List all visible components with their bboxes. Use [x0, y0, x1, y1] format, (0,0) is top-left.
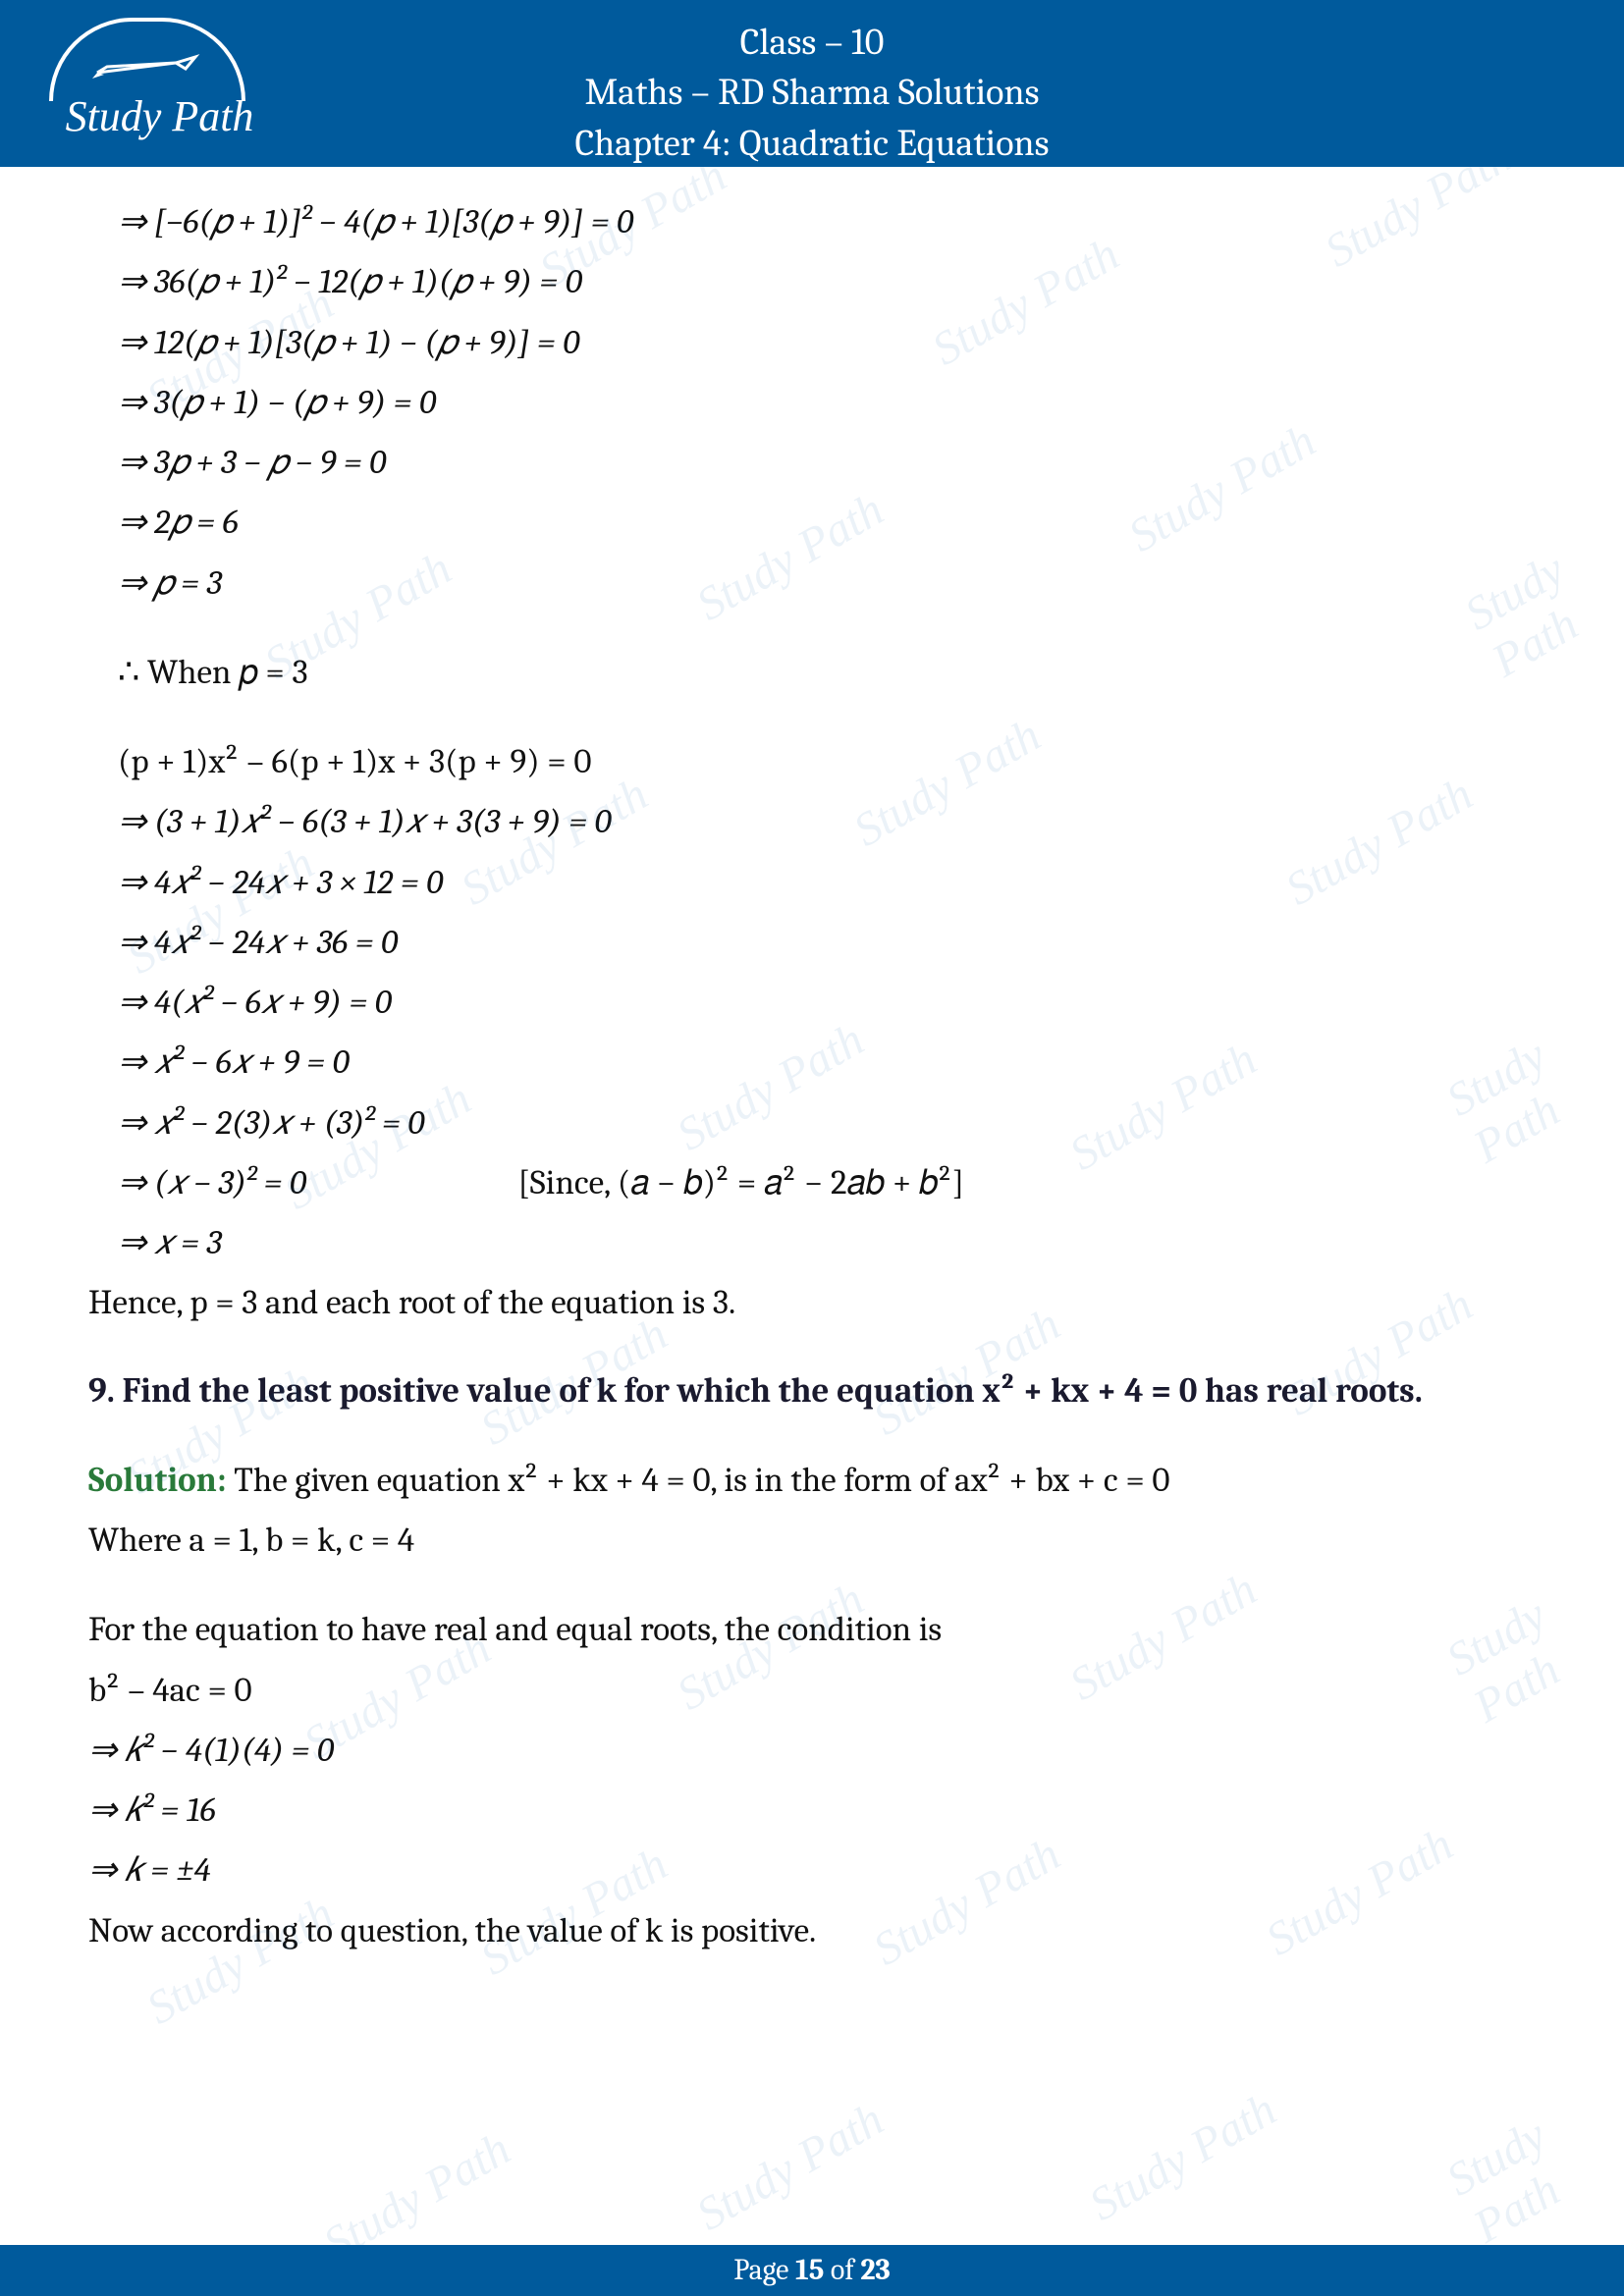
equation-line: ⇒ 12(𝑝 + 1)[3(𝑝 + 1) − (𝑝 + 9)] = 0 — [118, 312, 1536, 372]
equation-line: ⇒ 𝑝 = 3 — [118, 553, 1536, 613]
page-footer: Page 15 of 23 — [0, 2245, 1624, 2296]
equation-line: ⇒ 4(𝑥² − 6𝑥 + 9) = 0 — [118, 972, 1536, 1032]
text-line: For the equation to have real and equal … — [88, 1599, 1536, 1659]
equation-line: ⇒ [−6(𝑝 + 1)]² − 4(𝑝 + 1)[3(𝑝 + 9)] = 0 — [118, 191, 1536, 251]
logo: Study Path — [49, 18, 275, 145]
equation-line: ⇒ 3(𝑝 + 1) − (𝑝 + 9) = 0 — [118, 372, 1536, 432]
solution-label: Solution: — [88, 1460, 227, 1500]
equation-line: ⇒ 𝑘 = ±4 — [88, 1840, 1536, 1899]
conclusion-line: Hence, p = 3 and each root of the equati… — [88, 1272, 1536, 1332]
equation-line: ⇒ 4𝑥² − 24𝑥 + 36 = 0 — [118, 912, 1536, 972]
question-9: 9. Find the least positive value of k fo… — [88, 1361, 1536, 1420]
equation-line: ⇒ (𝑥 − 3)² = 0 [Since, (𝑎 − 𝑏)² = 𝑎² − 2… — [118, 1152, 1536, 1212]
watermark: Study Path — [1080, 2082, 1285, 2231]
pen-icon — [92, 53, 200, 80]
watermark: Study Path — [687, 2092, 893, 2241]
equation-line: ⇒ 𝑥 = 3 — [118, 1212, 1536, 1272]
equation-line: ⇒ 4𝑥² − 24𝑥 + 3 × 12 = 0 — [118, 852, 1536, 912]
text-line: ∴ When 𝑝 = 3 — [118, 642, 1536, 702]
solution-line: Solution: The given equation x² + kx + 4… — [88, 1450, 1536, 1510]
text-line: Where a = 1, b = k, c = 4 — [88, 1510, 1536, 1570]
page-header: Study Path Class – 10 Maths – RD Sharma … — [0, 0, 1624, 167]
equation-line: b² – 4ac = 0 — [88, 1660, 1536, 1720]
equation-line: ⇒ 36(𝑝 + 1)² − 12(𝑝 + 1)(𝑝 + 9) = 0 — [118, 251, 1536, 311]
footer-prefix: Page — [733, 2253, 795, 2287]
equation-line: ⇒ 𝑥² − 2(3)𝑥 + (3)² = 0 — [118, 1093, 1536, 1152]
footer-mid: of — [824, 2253, 860, 2287]
equation-line: ⇒ (3 + 1)𝑥² − 6(3 + 1)𝑥 + 3(3 + 9) = 0 — [118, 791, 1536, 851]
footer-total: 23 — [860, 2253, 890, 2287]
page-content: ⇒ [−6(𝑝 + 1)]² − 4(𝑝 + 1)[3(𝑝 + 9)] = 0 … — [0, 167, 1624, 1960]
eq-note: [Since, (𝑎 − 𝑏)² = 𝑎² − 2𝑎𝑏 + 𝑏²] — [518, 1162, 964, 1202]
therefore-text: ∴ When 𝑝 = 3 — [118, 652, 308, 692]
logo-oval — [49, 18, 245, 101]
footer-page: 15 — [795, 2253, 824, 2287]
solution-text: The given equation x² + kx + 4 = 0, is i… — [227, 1460, 1170, 1500]
text-line: Now according to question, the value of … — [88, 1900, 1536, 1960]
equation-line: ⇒ 𝑥² − 6𝑥 + 9 = 0 — [118, 1032, 1536, 1092]
equation-line: ⇒ 2𝑝 = 6 — [118, 492, 1536, 552]
watermark: Study Path — [1437, 2075, 1624, 2254]
equation-line: ⇒ 3𝑝 + 3 − 𝑝 − 9 = 0 — [118, 432, 1536, 492]
eq-left: ⇒ (𝑥 − 3)² = 0 — [118, 1162, 306, 1202]
equation-line: ⇒ 𝑘² = 16 — [88, 1780, 1536, 1840]
equation-line: ⇒ 𝑘² − 4(1)(4) = 0 — [88, 1720, 1536, 1780]
equation-line: (p + 1)x² – 6(p + 1)x + 3(p + 9) = 0 — [118, 731, 1536, 791]
